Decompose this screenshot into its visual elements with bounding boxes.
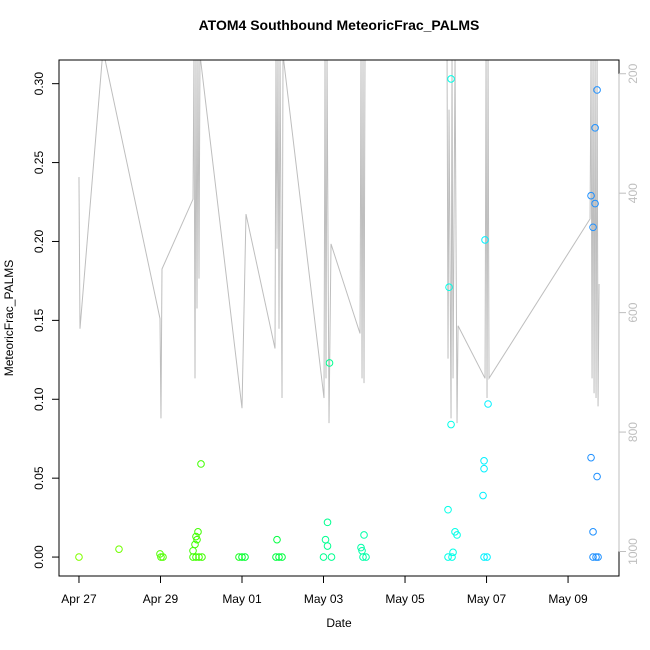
data-point bbox=[323, 518, 332, 527]
y-axis-label: MeteoricFrac_PALMS bbox=[2, 260, 16, 376]
data-point bbox=[359, 553, 367, 561]
data-point bbox=[193, 535, 201, 544]
data-point bbox=[325, 359, 334, 367]
data-point bbox=[589, 223, 597, 232]
y2-tick-label: 200 bbox=[626, 63, 640, 83]
data-point bbox=[159, 553, 167, 561]
data-point bbox=[157, 553, 165, 561]
data-point bbox=[447, 420, 455, 429]
data-point bbox=[191, 540, 199, 549]
data-point bbox=[75, 553, 83, 561]
y-tick-label: 0.05 bbox=[32, 466, 46, 490]
data-point bbox=[444, 553, 452, 561]
data-point bbox=[483, 553, 491, 561]
line-layer bbox=[78, 60, 600, 424]
data-point bbox=[445, 283, 453, 292]
y2-tick-label: 600 bbox=[626, 302, 640, 322]
y-tick-label: 0.30 bbox=[32, 72, 46, 96]
data-point bbox=[591, 199, 599, 208]
data-point bbox=[235, 553, 243, 561]
y2-tick-label: 1000 bbox=[626, 538, 640, 565]
y-tick-label: 0.15 bbox=[32, 308, 46, 332]
data-point bbox=[444, 505, 452, 514]
data-point bbox=[480, 553, 488, 561]
data-point bbox=[593, 86, 601, 94]
data-point bbox=[587, 453, 595, 462]
data-point bbox=[480, 464, 488, 473]
data-point bbox=[453, 531, 461, 539]
data-point bbox=[360, 531, 368, 539]
x-axis-label: Date bbox=[326, 616, 352, 630]
y-tick-label: 0.20 bbox=[32, 229, 46, 253]
data-point bbox=[592, 553, 600, 561]
data-point bbox=[479, 491, 487, 500]
x-tick-label: May 03 bbox=[304, 592, 344, 606]
x-tick-label: Apr 27 bbox=[61, 592, 97, 606]
data-point bbox=[449, 548, 457, 557]
data-point bbox=[115, 545, 123, 553]
data-point bbox=[447, 75, 455, 83]
data-point bbox=[594, 553, 602, 561]
data-point bbox=[275, 553, 283, 561]
y-tick-label: 0.10 bbox=[32, 387, 46, 411]
data-point bbox=[319, 553, 328, 561]
y2-tick-label: 800 bbox=[626, 422, 640, 442]
data-point bbox=[327, 553, 336, 561]
data-point bbox=[362, 553, 370, 561]
data-point bbox=[589, 528, 597, 536]
x-tick-label: May 05 bbox=[385, 592, 425, 606]
data-point bbox=[195, 553, 203, 561]
data-point bbox=[480, 457, 488, 465]
data-point bbox=[357, 543, 365, 552]
pressure-line bbox=[78, 60, 600, 424]
data-point bbox=[192, 553, 200, 561]
data-point bbox=[591, 124, 599, 132]
data-point bbox=[241, 553, 249, 561]
data-point bbox=[238, 553, 246, 561]
x-tick-label: May 07 bbox=[467, 592, 507, 606]
data-point bbox=[194, 528, 202, 536]
data-point bbox=[589, 553, 597, 561]
data-point bbox=[484, 400, 492, 408]
data-point bbox=[189, 553, 197, 561]
x-tick-label: May 09 bbox=[548, 592, 588, 606]
data-point bbox=[593, 472, 601, 481]
data-point bbox=[273, 535, 281, 544]
data-point bbox=[481, 236, 489, 244]
chart-title: ATOM4 Southbound MeteoricFrac_PALMS bbox=[199, 17, 480, 33]
data-point bbox=[198, 553, 206, 561]
data-point bbox=[278, 553, 286, 561]
x-tick-label: Apr 29 bbox=[143, 592, 179, 606]
y2-tick-label: 400 bbox=[626, 183, 640, 203]
y-tick-label: 0.00 bbox=[32, 545, 46, 569]
data-point bbox=[323, 542, 332, 550]
data-point bbox=[197, 460, 205, 468]
point-layer bbox=[75, 75, 602, 561]
data-point bbox=[587, 191, 595, 200]
x-tick-label: May 01 bbox=[222, 592, 262, 606]
data-point bbox=[192, 532, 200, 541]
y-tick-label: 0.25 bbox=[32, 151, 46, 175]
data-point bbox=[448, 553, 456, 561]
data-point bbox=[272, 553, 280, 561]
